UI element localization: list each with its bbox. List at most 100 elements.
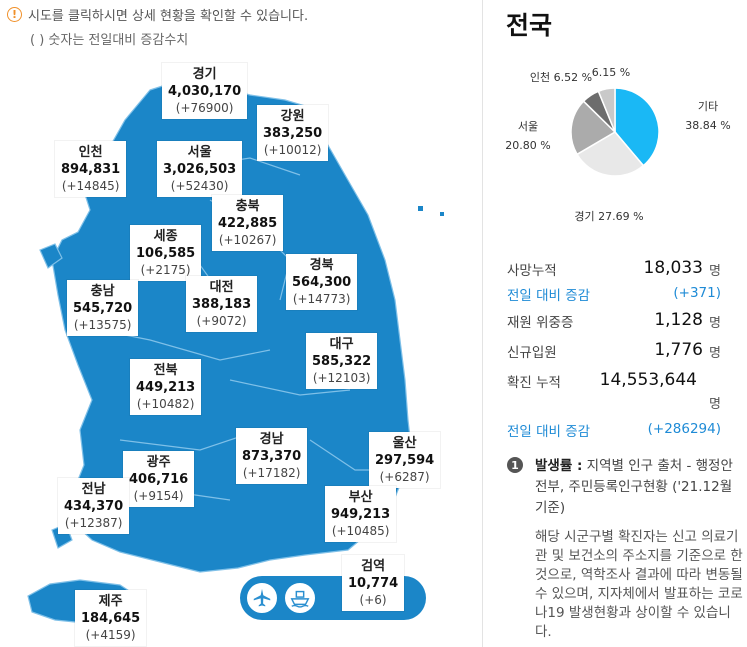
stat-unit: 명 xyxy=(709,264,721,279)
region-count: 184,645 xyxy=(81,611,141,626)
region-delta: (+14773) xyxy=(292,292,351,306)
region-name: 전북 xyxy=(153,363,178,378)
region-delta: (+12103) xyxy=(312,371,371,385)
region-busan[interactable]: 부산 949,213 (+10485) xyxy=(325,486,397,542)
region-delta: (+17182) xyxy=(242,466,301,480)
region-jeonbuk[interactable]: 전북 449,213 (+10482) xyxy=(130,359,202,415)
region-count: 422,885 xyxy=(218,216,278,231)
region-delta: (+14845) xyxy=(61,179,120,193)
stat-label: 확진 누적 xyxy=(507,375,561,391)
region-incheon[interactable]: 인천 894,831 (+14845) xyxy=(55,141,127,197)
region-daegu[interactable]: 대구 585,322 (+12103) xyxy=(306,333,378,389)
west-island xyxy=(39,243,63,269)
region-delta: (+4159) xyxy=(85,628,136,642)
region-name: 서울 xyxy=(187,145,212,160)
region-count: 406,716 xyxy=(129,472,189,487)
region-name: 충북 xyxy=(235,199,260,214)
region-name: 울산 xyxy=(392,436,417,451)
region-chungnam[interactable]: 충남 545,720 (+13575) xyxy=(67,280,139,336)
stat-confirmed: 확진 누적 14,553,644 명 xyxy=(507,370,721,412)
pie-label-4: 6.15 % xyxy=(592,66,630,79)
stat-value: (+286294) xyxy=(647,421,721,437)
stat-value: 14,553,644 xyxy=(599,370,697,390)
notice: ! 시도를 클릭하시면 상세 현황을 확인할 수 있습니다. xyxy=(7,5,308,24)
region-daejeon[interactable]: 대전 388,183 (+9072) xyxy=(186,276,258,332)
region-count: 10,774 xyxy=(348,576,399,591)
region-name: 충남 xyxy=(90,284,115,299)
stat-critical: 재원 위중증 1,128 명 xyxy=(507,310,721,331)
region-count: 297,594 xyxy=(375,453,435,468)
region-quarantine[interactable]: 검역 10,774 (+6) xyxy=(342,555,405,611)
pie-slice-2 xyxy=(570,100,617,156)
region-name: 대전 xyxy=(209,280,234,295)
region-delta: (+10012) xyxy=(263,143,322,157)
pie-label-name-0: 기타 xyxy=(698,100,718,113)
source-text: 발생률 : 지역별 인구 출처 - 행정안전부, 주민등록인구현황 ('21.1… xyxy=(535,456,743,519)
stat-admission: 신규입원 1,776 명 xyxy=(507,340,721,361)
note-text: 해당 시군구별 확진자는 신고 의료기관 및 보건소의 주소지를 기준으로 한 … xyxy=(535,529,743,640)
region-delta: (+76900) xyxy=(175,101,234,115)
region-count: 4,030,170 xyxy=(168,84,242,99)
region-name: 전남 xyxy=(81,482,106,497)
stat-unit: 명 xyxy=(709,316,721,331)
notice-text: 시도를 클릭하시면 상세 현황을 확인할 수 있습니다. xyxy=(28,9,309,24)
national-panel: 전국 기타 38.84 % 경기 27.69 % 서울 20.80 % 인천 6.52 %… xyxy=(483,0,747,647)
region-name: 경북 xyxy=(309,258,334,273)
stat-value: 1,128 xyxy=(654,310,703,330)
pie-label-name-2: 서울 xyxy=(518,120,538,133)
stat-unit: 명 xyxy=(709,346,721,361)
pie-label-value-0: 38.84 % xyxy=(685,119,730,132)
region-jeju[interactable]: 제주 184,645 (+4159) xyxy=(75,590,147,646)
region-gwangju[interactable]: 광주 406,716 (+9154) xyxy=(123,451,195,507)
national-title: 전국 xyxy=(506,11,553,40)
region-gyeongbuk[interactable]: 경북 564,300 (+14773) xyxy=(286,254,358,310)
region-count: 873,370 xyxy=(242,449,302,464)
region-gangwon[interactable]: 강원 383,250 (+10012) xyxy=(257,105,329,161)
source-block: 1 발생률 : 지역별 인구 출처 - 행정안전부, 주민등록인구현황 ('21… xyxy=(507,456,743,519)
region-name: 강원 xyxy=(280,109,305,124)
info-icon: ! xyxy=(7,7,22,22)
region-count: 585,322 xyxy=(312,354,372,369)
region-gyeongnam[interactable]: 경남 873,370 (+17182) xyxy=(236,428,308,484)
region-delta: (+9154) xyxy=(133,489,184,503)
region-count: 3,026,503 xyxy=(163,162,237,177)
region-sejong[interactable]: 세종 106,585 (+2175) xyxy=(130,225,202,281)
ulleung-island xyxy=(418,206,423,211)
stat-label: 신규입원 xyxy=(507,345,557,361)
region-gyeonggi[interactable]: 경기 4,030,170 (+76900) xyxy=(162,63,248,119)
region-delta: (+52430) xyxy=(170,179,229,193)
region-count: 564,300 xyxy=(292,275,352,290)
pie-label-1: 경기 27.69 % xyxy=(574,210,643,223)
region-delta: (+10482) xyxy=(136,397,195,411)
sub-notice: ( ) 숫자는 전일대비 증감수치 xyxy=(30,33,189,48)
region-name: 부산 xyxy=(348,490,373,505)
region-jeonnam[interactable]: 전남 434,370 (+12387) xyxy=(58,478,130,534)
region-delta: (+6) xyxy=(359,593,387,607)
ship-icon[interactable] xyxy=(283,581,317,615)
stat-value: (+371) xyxy=(673,285,721,301)
region-name: 광주 xyxy=(146,455,171,470)
region-delta: (+2175) xyxy=(140,263,191,277)
stat-label: 사망누적 xyxy=(507,263,557,279)
region-delta: (+9072) xyxy=(196,314,247,328)
region-delta: (+13575) xyxy=(73,318,132,332)
region-name: 인천 xyxy=(78,145,103,160)
region-share-pie-chart: 기타 38.84 % 경기 27.69 % 서울 20.80 % 인천 6.52 % 6.1… xyxy=(505,66,730,223)
pie-slice-1 xyxy=(576,131,645,177)
stat-value: 1,776 xyxy=(654,340,703,360)
region-seoul[interactable]: 서울 3,026,503 (+52430) xyxy=(157,141,243,197)
region-name: 경기 xyxy=(192,67,217,82)
region-chungbuk[interactable]: 충북 422,885 (+10267) xyxy=(212,195,284,251)
region-count: 383,250 xyxy=(263,126,323,141)
airplane-icon[interactable] xyxy=(245,581,279,615)
stat-deaths: 사망누적 18,033 명 xyxy=(507,258,721,279)
stat-label: 전일 대비 증감 xyxy=(507,424,591,440)
region-count: 949,213 xyxy=(331,507,391,522)
region-name: 대구 xyxy=(329,337,354,352)
region-name: 경남 xyxy=(259,432,284,447)
region-ulsan[interactable]: 울산 297,594 (+6287) xyxy=(369,432,441,488)
region-count: 545,720 xyxy=(73,301,133,316)
region-count: 388,183 xyxy=(192,297,252,312)
stat-value: 18,033 xyxy=(643,258,703,278)
source-number-badge: 1 xyxy=(507,457,523,473)
